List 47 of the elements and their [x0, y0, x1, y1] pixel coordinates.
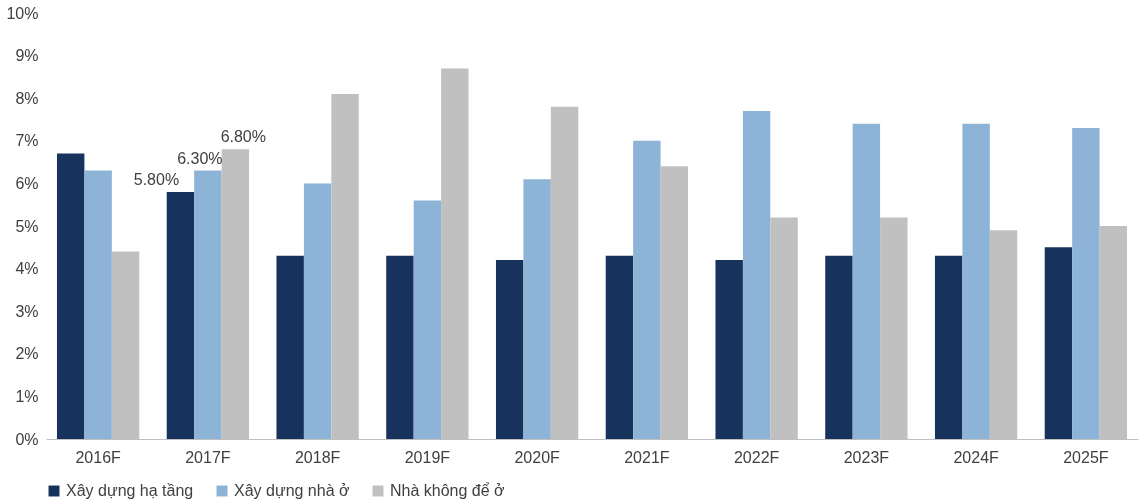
bar	[715, 260, 743, 439]
bar	[276, 255, 304, 439]
bar	[1044, 247, 1073, 439]
x-tick-label: 2023F	[843, 448, 890, 466]
x-tick-label: 2020F	[514, 448, 561, 466]
bar	[605, 255, 634, 439]
y-tick-label: 5%	[15, 217, 39, 235]
x-tick-label: 2024F	[953, 448, 1000, 466]
y-tick-label: 4%	[15, 260, 39, 278]
bar	[166, 191, 195, 439]
bar	[194, 170, 222, 439]
bar	[56, 153, 85, 439]
x-tick-label: 2016F	[75, 448, 122, 466]
bar	[413, 200, 442, 439]
x-tick-label: 2019F	[404, 448, 451, 466]
y-tick-label: 6%	[15, 174, 39, 192]
bar	[962, 123, 990, 439]
bar	[633, 140, 661, 439]
legend-label: Xây dựng hạ tầng	[66, 482, 194, 499]
bar	[303, 183, 332, 439]
bar	[742, 110, 771, 439]
y-tick-label: 1%	[15, 387, 39, 405]
x-tick-label: 2022F	[733, 448, 780, 466]
bar	[825, 255, 853, 439]
legend-label: Nhà không để ở	[390, 482, 506, 499]
x-tick-label: 2017F	[185, 448, 231, 466]
data-label: 6.80%	[220, 128, 266, 146]
data-label: 5.80%	[133, 170, 180, 188]
bar	[934, 255, 963, 439]
legend-label: Xây dựng nhà ở	[234, 482, 351, 499]
bar	[523, 179, 551, 439]
y-tick-label: 2%	[15, 345, 39, 363]
bar	[852, 123, 881, 439]
bar	[84, 170, 112, 439]
x-tick-label: 2021F	[624, 448, 670, 466]
x-tick-label: 2025F	[1063, 448, 1109, 466]
y-tick-label: 7%	[15, 132, 39, 150]
y-tick-label: 9%	[15, 47, 39, 65]
bar	[1072, 128, 1100, 439]
y-tick-label: 3%	[15, 302, 39, 320]
bar	[495, 260, 524, 439]
y-tick-label: 0%	[15, 430, 39, 448]
y-tick-label: 8%	[15, 89, 39, 107]
x-tick-label: 2018F	[294, 448, 341, 466]
bar	[386, 255, 414, 439]
y-tick-label: 10%	[6, 4, 39, 22]
data-label: 6.30%	[177, 149, 223, 167]
